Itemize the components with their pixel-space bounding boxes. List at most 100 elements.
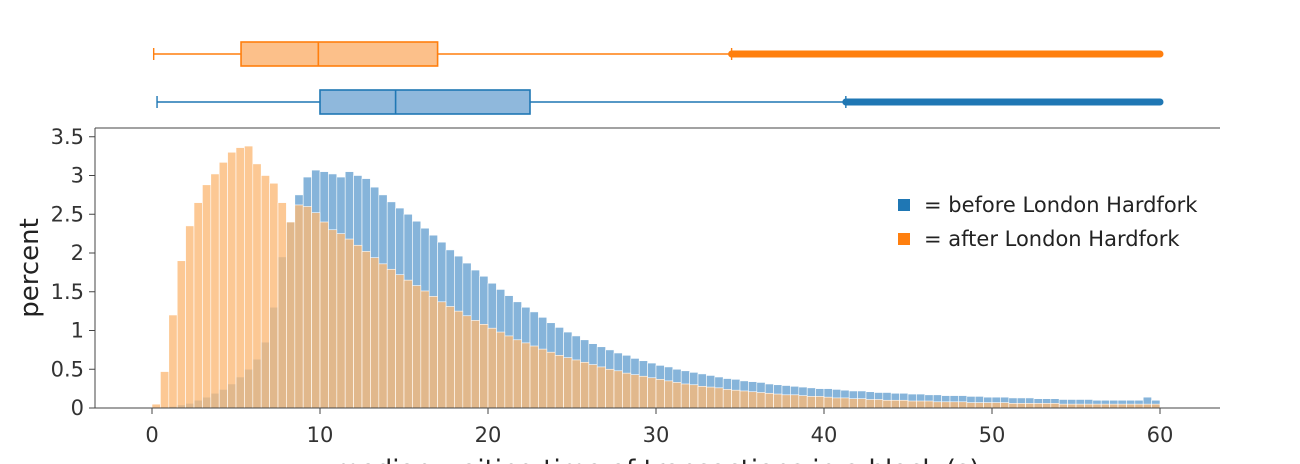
bar [664, 380, 674, 409]
x-ticks: 0 10 20 30 40 50 60 [145, 408, 1173, 447]
y-tick-label: 1.5 [51, 280, 84, 304]
bar [168, 314, 178, 409]
bar [714, 387, 724, 409]
bar [689, 384, 699, 409]
bar [840, 397, 850, 409]
bar [176, 260, 186, 409]
bar [949, 401, 959, 409]
bar [815, 396, 825, 409]
bar [1100, 403, 1110, 409]
bar [958, 401, 968, 409]
bar [546, 351, 556, 409]
y-tick-label: 1 [71, 319, 84, 343]
bar [361, 251, 371, 409]
bar [622, 372, 632, 409]
bar [605, 368, 615, 409]
bar [638, 375, 648, 409]
bar [731, 389, 741, 409]
bar [521, 342, 531, 409]
bar [882, 399, 892, 409]
bar [832, 397, 842, 409]
bar [756, 392, 766, 409]
bar [294, 204, 304, 409]
bar [193, 202, 203, 409]
bar [277, 202, 287, 409]
x-tick-label: 60 [1147, 423, 1174, 447]
bar [328, 229, 338, 409]
bar [252, 163, 262, 409]
bar [302, 206, 312, 409]
bar [748, 391, 758, 409]
bar [395, 274, 405, 409]
bar [437, 301, 447, 409]
x-tick-label: 50 [979, 423, 1006, 447]
bar [445, 306, 455, 409]
bar [563, 357, 573, 409]
bar [890, 399, 900, 409]
x-axis-title: median waiting time of transactions in a… [334, 455, 979, 464]
bar [781, 394, 791, 409]
bar [1151, 403, 1161, 409]
bar [764, 392, 774, 409]
legend: = before London Hardfork = after London H… [898, 193, 1198, 251]
bar [344, 238, 354, 409]
bar [311, 212, 321, 409]
bar [857, 398, 867, 409]
y-tick-label: 0.5 [51, 357, 84, 381]
bar [403, 279, 413, 409]
x-tick-label: 40 [811, 423, 838, 447]
bar [916, 400, 926, 409]
bar [1134, 403, 1144, 409]
bar [496, 331, 506, 409]
y-tick-label: 0 [71, 396, 84, 420]
y-axis-title: percent [15, 218, 45, 318]
bar [1008, 403, 1018, 409]
bar [428, 296, 438, 409]
bar [386, 268, 396, 409]
y-tick-label: 3.5 [51, 125, 84, 149]
x-tick-label: 30 [643, 423, 670, 447]
bar [806, 396, 816, 409]
bar [244, 145, 254, 409]
bar [554, 354, 564, 409]
bar [1126, 403, 1136, 409]
bar [210, 173, 220, 409]
bar [773, 393, 783, 409]
bar [319, 221, 329, 409]
bar [227, 151, 237, 409]
bar [529, 345, 539, 409]
bar [983, 402, 993, 409]
bar [1067, 403, 1077, 409]
bar [235, 147, 245, 409]
bar [479, 323, 489, 409]
bar [790, 394, 800, 409]
bar [412, 285, 422, 409]
bar [974, 402, 984, 409]
bar [580, 361, 590, 409]
bar [1042, 403, 1052, 409]
bar [286, 221, 296, 409]
bar [932, 401, 942, 409]
legend-swatch [898, 233, 910, 245]
legend-label: = after London Hardfork [924, 227, 1180, 251]
bar [647, 377, 657, 409]
bar [378, 263, 388, 409]
bar [1025, 403, 1035, 409]
bar [1084, 403, 1094, 409]
bar [1000, 402, 1010, 409]
bar [924, 400, 934, 409]
x-tick-label: 0 [145, 423, 158, 447]
y-tick-label: 3 [71, 164, 84, 188]
bar [1033, 403, 1043, 409]
series-after-bars [151, 145, 1161, 409]
bar [655, 379, 665, 409]
box-plot-after [152, 41, 1164, 67]
bar [151, 403, 161, 409]
box-iqr [240, 41, 439, 67]
y-tick-label: 2.5 [51, 202, 84, 226]
bar [630, 374, 640, 409]
x-tick-label: 20 [475, 423, 502, 447]
bar [1016, 403, 1026, 409]
x-tick-label: 10 [307, 423, 334, 447]
